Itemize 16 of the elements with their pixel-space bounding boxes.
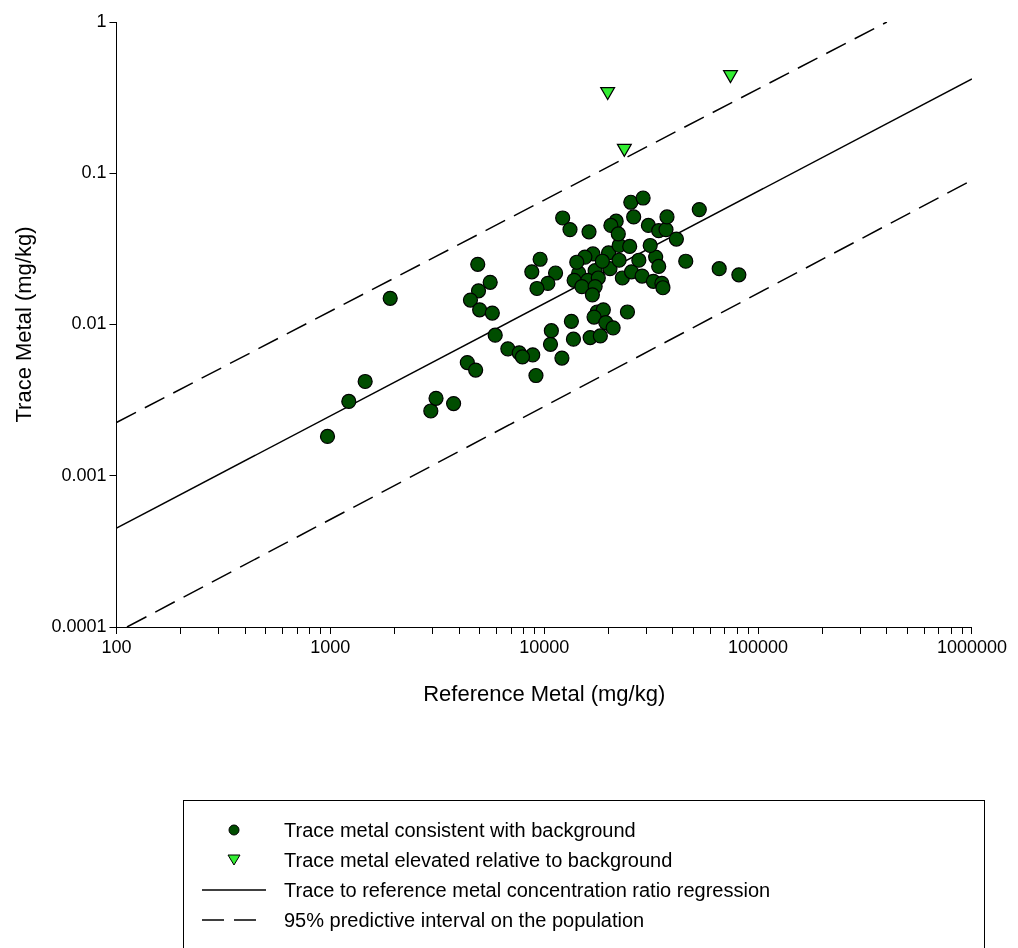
- y-axis-title: Trace Metal (mg/kg): [11, 226, 37, 423]
- y-tick-label: 0.01: [71, 313, 107, 334]
- y-tick-label: 0.001: [61, 464, 107, 485]
- y-tick-label: 1: [96, 10, 107, 31]
- legend-label: Trace metal consistent with background: [284, 818, 636, 842]
- x-tick-label: 1000000: [936, 636, 1007, 657]
- y-tick-label: 0.1: [81, 162, 107, 183]
- y-tick-label: 0.0001: [51, 615, 107, 636]
- legend-label: Trace metal elevated relative to background: [284, 848, 673, 872]
- x-axis-title: Reference Metal (mg/kg): [423, 680, 666, 706]
- x-tick-label: 100: [101, 636, 132, 657]
- x-tick-label: 10000: [519, 636, 570, 657]
- legend-label: 95% predictive interval on the population: [284, 908, 645, 932]
- legend-label: Trace to reference metal concentration ratio regression: [284, 878, 771, 902]
- x-tick-label: 1000: [310, 636, 351, 657]
- x-tick-label: 100000: [728, 636, 789, 657]
